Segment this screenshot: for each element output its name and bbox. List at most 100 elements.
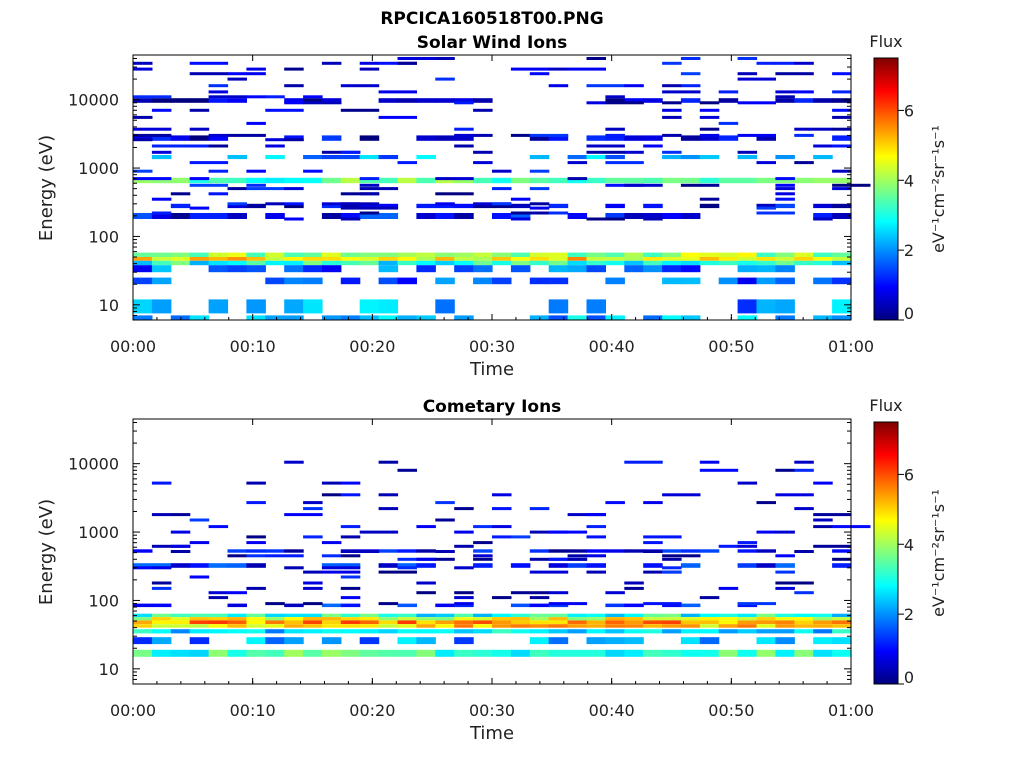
heatmap-cell [605, 95, 625, 99]
heatmap-cell [662, 252, 682, 257]
heatmap-cell [832, 563, 852, 568]
heatmap-cell [133, 277, 153, 285]
heatmap-cell [416, 613, 436, 618]
heatmap-cell [832, 257, 852, 261]
heatmap-cell [624, 617, 644, 621]
heatmap-cell [737, 260, 758, 266]
heatmap-cell [378, 493, 399, 497]
heatmap-cell [208, 620, 229, 625]
heatmap-cell [151, 481, 172, 485]
heatmap-cell [284, 460, 304, 464]
heatmap-cell [699, 549, 720, 553]
heatmap-cell [265, 260, 285, 266]
heatmap-cell [321, 563, 342, 568]
heatmap-cell [699, 135, 720, 141]
colorbar-tick-label: 0 [904, 668, 914, 687]
heatmap-cell [151, 150, 172, 154]
heatmap-cell [284, 187, 304, 191]
heatmap-cell [529, 624, 550, 628]
heatmap-cell [321, 649, 342, 657]
heatmap-cell [662, 554, 701, 558]
heatmap-cell [775, 177, 795, 184]
heatmap-cell [151, 299, 172, 314]
heatmap-cell [416, 629, 436, 634]
heatmap-cell [680, 252, 701, 257]
heatmap-cell [246, 554, 266, 558]
heatmap-cell [416, 557, 436, 561]
heatmap-cell [548, 252, 569, 257]
heatmap-cell [265, 613, 285, 618]
heatmap-cell [737, 155, 758, 160]
heatmap-cell [189, 61, 229, 65]
heatmap-cell [397, 620, 417, 625]
heatmap-cell [378, 617, 399, 621]
heatmap-cell [397, 637, 417, 645]
heatmap-cell [340, 481, 361, 485]
heatmap-cell [378, 90, 417, 94]
heatmap-cell [189, 629, 210, 634]
heatmap-cell [567, 177, 588, 184]
heatmap-cell [680, 135, 701, 141]
heatmap-cell [586, 217, 625, 221]
heatmap-cell [775, 617, 795, 621]
heatmap-cell [473, 557, 493, 561]
heatmap-cell [321, 98, 342, 103]
heatmap-cell [435, 213, 455, 219]
heatmap-cell [662, 493, 701, 497]
heatmap-cell [133, 133, 172, 137]
heatmap-cell [756, 649, 776, 657]
heatmap-cell [170, 260, 191, 266]
heatmap-cell [662, 570, 682, 574]
heatmap-cell [208, 596, 229, 600]
heatmap-cell [813, 649, 833, 657]
heatmap-cell [586, 617, 606, 621]
x-axis: 00:00 00:10 00:20 00:30 00:40 00:50 01:00 [110, 55, 874, 356]
heatmap-cell [151, 211, 172, 215]
heatmap-cell [832, 169, 852, 173]
heatmap-cell [454, 649, 474, 657]
heatmap-cell [662, 177, 682, 184]
heatmap-cell [416, 252, 436, 257]
heatmap-cell [567, 67, 606, 71]
heatmap-cell [359, 629, 380, 634]
heatmap-cell [775, 187, 795, 191]
heatmap-cell [397, 649, 417, 657]
heatmap-cell [775, 530, 795, 534]
heatmap-cell [680, 72, 701, 76]
heatmap-cell [435, 77, 455, 81]
heatmap-cell [265, 602, 285, 606]
heatmap-cell [454, 617, 474, 621]
heatmap-cell [397, 252, 417, 257]
heatmap-cell [435, 192, 474, 196]
heatmap-cell [643, 563, 663, 568]
heatmap-cell [378, 177, 399, 184]
heatmap-cell [775, 177, 795, 181]
heatmap-cell [284, 203, 304, 209]
heatmap-cell [246, 637, 266, 645]
heatmap-cell [397, 257, 417, 261]
heatmap-cell [775, 183, 795, 187]
heatmap-cell [416, 155, 436, 160]
heatmap-cell [586, 554, 606, 558]
heatmap-cell [284, 513, 323, 517]
heatmap-cell [133, 637, 153, 645]
heatmap-cell [643, 135, 663, 141]
heatmap-cell [378, 649, 399, 657]
heatmap-cell [813, 203, 833, 209]
heatmap-cell [775, 563, 795, 568]
heatmap-cell [378, 98, 399, 103]
heatmap-cell [454, 98, 474, 103]
heatmap-cell [492, 535, 512, 539]
heatmap-cell [718, 260, 739, 266]
heatmap-cell [473, 613, 493, 618]
heatmap-cell [737, 544, 758, 548]
heatmap-cell [737, 299, 758, 314]
heatmap-cell [189, 161, 229, 165]
heatmap-cell [548, 530, 588, 534]
heatmap-cell [813, 624, 833, 628]
heatmap-cell [321, 260, 342, 266]
heatmap-cell [416, 203, 436, 209]
heatmap-cell [303, 155, 323, 160]
heatmap-cell [170, 257, 191, 261]
heatmap-cell [378, 613, 399, 618]
